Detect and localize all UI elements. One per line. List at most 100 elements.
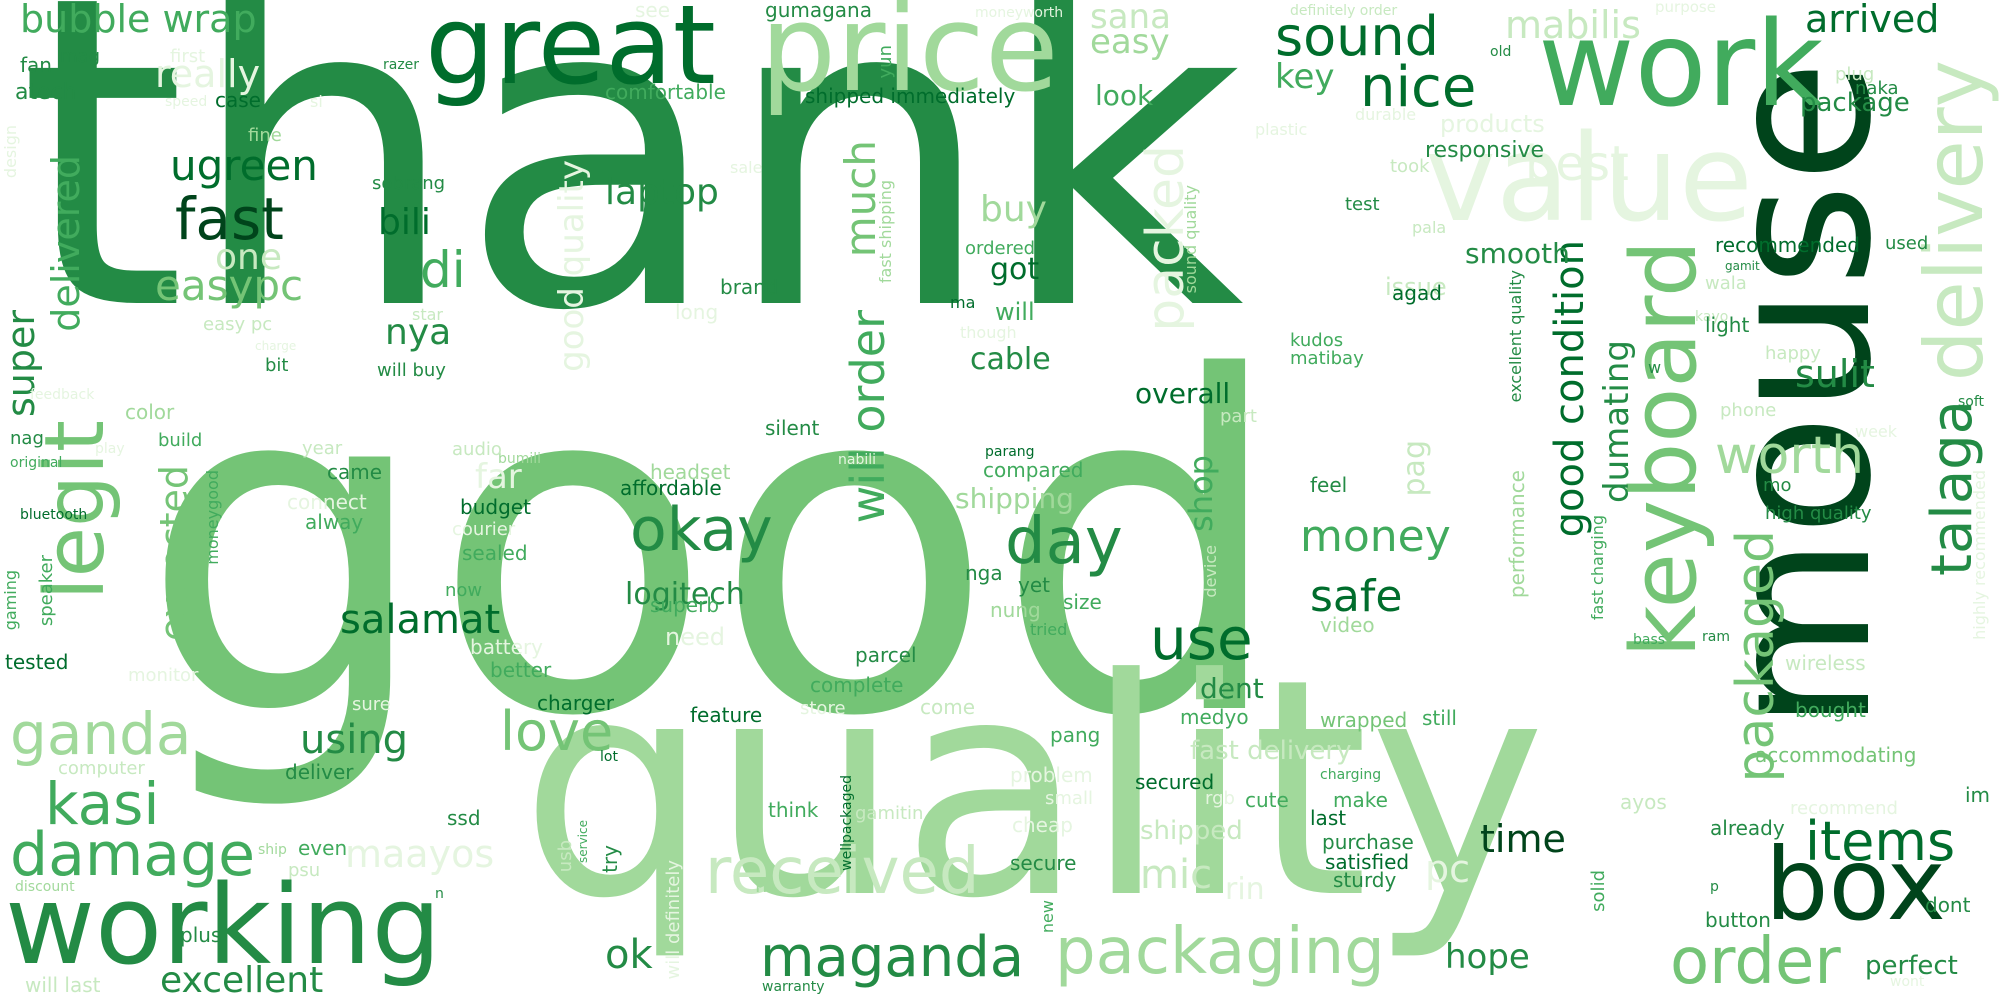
word-headset: headset bbox=[650, 460, 731, 484]
word-moneygood: moneygood bbox=[203, 470, 222, 565]
word-device: device bbox=[1201, 545, 1220, 598]
word-bubble-wrap: bubble wrap bbox=[20, 0, 257, 41]
word-courier: courier bbox=[452, 519, 516, 540]
word-secure: secure bbox=[1010, 851, 1077, 875]
word-logitech: logitech bbox=[625, 577, 745, 612]
word-pang: pang bbox=[1050, 723, 1101, 747]
word-purpose: purpose bbox=[1655, 0, 1716, 16]
word-gamit: gamit bbox=[1725, 259, 1760, 273]
word-come: come bbox=[920, 695, 976, 719]
word-service: service bbox=[576, 820, 590, 863]
word-working: working bbox=[5, 861, 442, 989]
word-really: really bbox=[155, 52, 261, 96]
word-see: see bbox=[635, 0, 671, 22]
word-pala: pala bbox=[1412, 218, 1447, 237]
word-need: need bbox=[665, 623, 725, 651]
word-complete: complete bbox=[810, 673, 904, 697]
word-accommodating: accommodating bbox=[1755, 743, 1917, 767]
word-charger: charger bbox=[537, 691, 615, 715]
word-feel: feel bbox=[1310, 473, 1348, 497]
word-purchase: purchase bbox=[1322, 830, 1414, 854]
word-moneyworth: moneyworth bbox=[975, 5, 1064, 21]
word-performance: performance bbox=[1505, 470, 1529, 599]
word-kayo: kayo bbox=[1695, 309, 1729, 325]
word-items: items bbox=[1805, 810, 1956, 873]
word-wellpackaged: wellpackaged bbox=[839, 775, 855, 871]
word-issue: issue bbox=[1385, 273, 1447, 301]
word-si: si bbox=[310, 92, 323, 111]
word-kudos: kudos bbox=[1290, 330, 1344, 351]
word-store: store bbox=[800, 698, 846, 719]
word-m: m bbox=[755, 873, 775, 897]
word-atech: atech bbox=[15, 80, 77, 105]
word-design: design bbox=[1, 125, 20, 179]
word-durable: durable bbox=[1355, 105, 1417, 124]
word-sturdy: sturdy bbox=[1333, 868, 1397, 892]
word-part: part bbox=[1220, 406, 1257, 427]
word-though: though bbox=[960, 323, 1017, 342]
word-got: got bbox=[990, 252, 1040, 287]
word-connect: connect bbox=[287, 490, 367, 514]
word-took: took bbox=[1390, 156, 1430, 177]
word-button: button bbox=[1705, 908, 1771, 932]
word-w: w bbox=[1648, 358, 1662, 377]
word-bili: bili bbox=[378, 202, 431, 243]
word-came: came bbox=[327, 460, 383, 484]
word-highly-recommended: highly recommended bbox=[1970, 470, 1989, 640]
word-even: even bbox=[298, 836, 348, 860]
word-first: first bbox=[170, 46, 206, 67]
word-test: test bbox=[1345, 194, 1380, 215]
word-n: n bbox=[435, 886, 444, 902]
word-used: used bbox=[1885, 233, 1929, 254]
word-recommend: recommend bbox=[1790, 798, 1898, 819]
word-price: price bbox=[760, 0, 1059, 119]
word-using: using bbox=[300, 717, 409, 763]
word-medyo: medyo bbox=[1180, 705, 1249, 729]
word-nag: nag bbox=[10, 428, 44, 449]
word-kasi: kasi bbox=[45, 770, 160, 838]
word-yet: yet bbox=[1018, 573, 1050, 597]
word-responsive: responsive bbox=[1425, 138, 1545, 163]
word-better: better bbox=[490, 658, 552, 682]
word-superb: superb bbox=[650, 593, 720, 617]
word-delivery: delivery bbox=[1908, 60, 2000, 382]
word-fast-delivery: fast delivery bbox=[1190, 736, 1352, 766]
word-tried: tried bbox=[1030, 620, 1068, 639]
word-fine: fine bbox=[248, 125, 282, 146]
word-mabilis: mabilis bbox=[1505, 3, 1641, 47]
word-ordered: ordered bbox=[965, 238, 1036, 259]
word-bought: bought bbox=[1795, 698, 1866, 722]
word-yun: yun bbox=[875, 45, 896, 79]
word-parcel: parcel bbox=[855, 643, 917, 667]
word-cute: cute bbox=[1245, 788, 1289, 812]
word-plus: plus bbox=[180, 923, 222, 947]
word-agad: agad bbox=[1392, 281, 1442, 305]
word-build: build bbox=[158, 430, 203, 451]
word-rgb: rgb bbox=[1205, 788, 1235, 809]
word-now: now bbox=[445, 580, 483, 601]
word-think: think bbox=[768, 798, 819, 822]
word-feedback: feedback bbox=[30, 387, 95, 403]
word-mag: mag bbox=[60, 46, 100, 67]
word-shop: shop bbox=[1182, 455, 1220, 532]
word-excellent-quality: excellent quality bbox=[1506, 270, 1525, 403]
word-pc: pc bbox=[1425, 847, 1471, 891]
word-delivered: delivered bbox=[44, 155, 88, 332]
word-pag: pag bbox=[1397, 440, 1432, 497]
word-cable: cable bbox=[970, 342, 1051, 377]
word-laptop: laptop bbox=[605, 172, 719, 213]
word-size: size bbox=[1063, 590, 1102, 614]
word-damage: damage bbox=[10, 820, 256, 890]
word-year: year bbox=[302, 438, 343, 459]
word-good: good bbox=[140, 282, 1287, 817]
word-excellent: excellent bbox=[160, 960, 324, 1000]
word-make: make bbox=[1333, 788, 1388, 812]
word-safe: safe bbox=[1310, 571, 1403, 622]
word-battery: battery bbox=[470, 635, 543, 659]
word-parang: parang bbox=[985, 444, 1035, 460]
word-nga: nga bbox=[965, 561, 1003, 585]
word-fast-shipping: fast shipping bbox=[876, 180, 895, 284]
word-sealed: sealed bbox=[462, 541, 528, 565]
word-im: im bbox=[1965, 783, 1991, 807]
